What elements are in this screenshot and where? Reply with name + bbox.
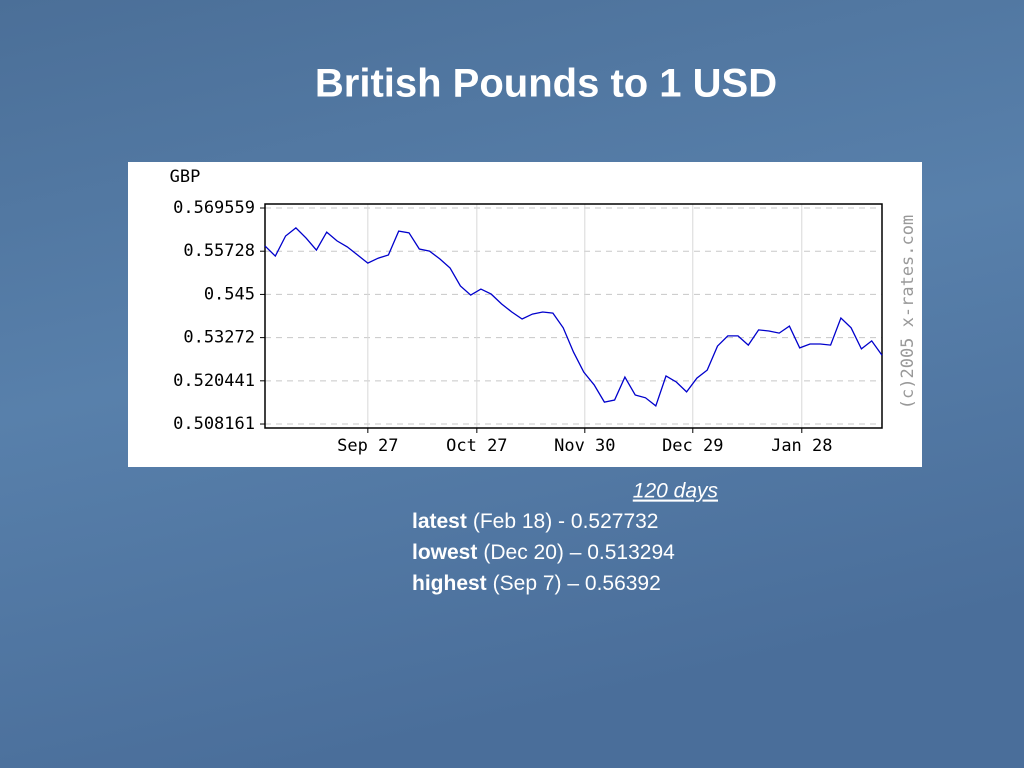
y-tick-label: 0.508161: [173, 414, 255, 434]
x-tick-label: Oct 27: [446, 436, 507, 456]
y-tick-label: 0.520441: [173, 371, 255, 391]
y-tick-label: 0.55728: [183, 241, 255, 261]
x-tick-label: Jan 28: [771, 436, 832, 456]
note-text: (Sep 7) – 0.56392: [493, 572, 661, 595]
note-label: highest: [412, 572, 487, 595]
x-tick-label: Sep 27: [337, 436, 398, 456]
note-line: lowest (Dec 20) – 0.513294: [412, 541, 675, 564]
x-tick-label: Dec 29: [662, 436, 723, 456]
watermark: (c)2005 x-rates.com: [898, 215, 918, 409]
y-axis-label: GBP: [170, 167, 201, 187]
note-line: latest (Feb 18) - 0.527732: [412, 510, 658, 533]
period: 120 days: [633, 480, 719, 503]
y-tick-label: 0.569559: [173, 198, 255, 218]
note-label: latest: [412, 510, 467, 533]
note-text: (Feb 18) - 0.527732: [473, 510, 659, 533]
notes: latest (Feb 18) - 0.527732 lowest (Dec 20) …: [412, 510, 675, 595]
plot: 0.508161 0.520441 0.53272 0.545 0.55728 0.569…: [173, 198, 883, 456]
x-tick-label: Nov 30: [554, 436, 615, 456]
plot-frame: [264, 203, 883, 429]
slide-title: British Pounds to 1 USD: [315, 62, 777, 106]
note-line: highest (Sep 7) – 0.56392: [412, 572, 661, 595]
rate-line: [264, 227, 883, 407]
y-tick-label: 0.545: [204, 284, 255, 304]
chart-panel: [128, 162, 922, 467]
y-tick-label: 0.53272: [183, 328, 255, 348]
note-text: (Dec 20) – 0.513294: [483, 541, 675, 564]
note-label: lowest: [412, 541, 477, 564]
